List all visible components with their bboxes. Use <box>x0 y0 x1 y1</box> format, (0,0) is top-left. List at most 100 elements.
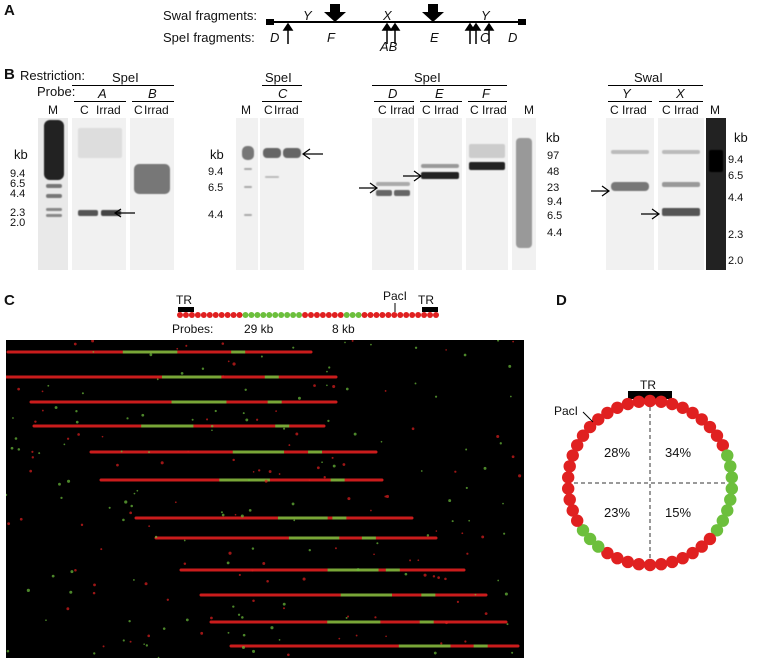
background-speck <box>185 618 189 622</box>
background-speck <box>445 621 448 625</box>
probe-d-line <box>374 101 414 102</box>
background-speck <box>466 552 469 555</box>
background-speck <box>180 371 184 375</box>
genome-dot <box>611 401 624 414</box>
swai-frag-y1: Y <box>303 8 312 23</box>
kb-label-1: kb <box>14 147 28 162</box>
lane-c-f: C <box>470 103 479 117</box>
background-speck <box>120 450 123 453</box>
group3-probe-f: F <box>482 86 490 101</box>
background-speck <box>291 502 295 506</box>
background-speck <box>93 652 96 655</box>
marker-def-3: 9.4 <box>547 196 563 208</box>
background-speck <box>461 532 464 535</box>
background-speck <box>451 520 454 523</box>
background-speck <box>251 569 254 572</box>
marker-swai-1: 6.5 <box>728 170 744 182</box>
genome-dot <box>665 555 679 569</box>
genome-dot <box>676 552 689 565</box>
background-speck <box>474 593 477 596</box>
genome-dot <box>621 397 635 411</box>
background-speck <box>463 353 467 357</box>
background-speck <box>92 591 96 595</box>
background-speck <box>38 452 41 455</box>
background-speck <box>91 340 95 343</box>
background-speck <box>456 600 460 603</box>
background-speck <box>287 653 290 657</box>
background-speck <box>6 649 10 653</box>
genome-dot <box>721 504 734 517</box>
background-speck <box>133 579 135 581</box>
background-speck <box>126 417 129 420</box>
marker-c-0: 9.4 <box>208 166 224 178</box>
group2-probe-c: C <box>278 86 288 101</box>
genome-dot <box>592 413 605 426</box>
background-speck <box>338 637 341 640</box>
background-speck <box>6 493 8 497</box>
background-speck <box>414 382 417 385</box>
dna-fiber-image <box>6 340 524 658</box>
genome-dot <box>725 471 739 484</box>
background-speck <box>66 479 71 483</box>
probe-f-line <box>468 101 507 102</box>
background-speck <box>326 370 328 373</box>
genome-dot <box>570 514 584 527</box>
blot-marker-4 <box>706 118 726 270</box>
lane-c-e: C <box>422 103 431 117</box>
background-speck <box>266 579 269 583</box>
background-speck <box>10 446 14 450</box>
background-speck <box>297 396 301 400</box>
probe-c-line <box>262 101 302 102</box>
background-speck <box>100 548 103 551</box>
background-speck <box>504 592 508 596</box>
lane-c-d: C <box>378 103 387 117</box>
probe-a-line <box>74 101 126 102</box>
background-speck <box>176 347 179 350</box>
quadrant-top-left: 28% <box>604 445 631 460</box>
genome-dot <box>686 546 699 560</box>
lane-irrad-e: Irrad <box>434 103 459 117</box>
background-speck <box>221 513 225 517</box>
probe-29kb: 29 kb <box>244 322 274 336</box>
background-speck <box>41 409 44 412</box>
background-speck <box>252 471 255 473</box>
background-speck <box>185 344 188 347</box>
background-speck <box>183 539 186 542</box>
background-speck <box>327 419 330 423</box>
probe-dot <box>379 312 386 318</box>
background-speck <box>145 644 148 647</box>
lane-c-x: C <box>662 103 671 117</box>
blot-marker-1 <box>38 118 68 270</box>
background-speck <box>503 532 506 535</box>
marker-def-2: 23 <box>547 182 560 194</box>
background-speck <box>252 599 255 602</box>
probe-dot <box>177 312 183 318</box>
lane-m-3: M <box>524 103 534 117</box>
probe-dot <box>349 312 356 318</box>
restriction-label: Restriction: <box>20 68 86 83</box>
background-speck <box>242 412 245 415</box>
background-speck <box>496 435 500 439</box>
background-speck <box>226 561 230 565</box>
background-speck <box>288 444 291 446</box>
background-speck <box>228 551 232 555</box>
background-speck <box>227 360 230 363</box>
kb-label-3: kb <box>546 130 560 145</box>
marker-left-1: 6.5 <box>10 178 26 190</box>
background-speck <box>292 346 295 349</box>
arrow-probe-d <box>359 182 379 194</box>
background-speck <box>251 547 255 550</box>
genome-dot <box>601 546 614 560</box>
background-speck <box>282 607 286 610</box>
probe-dot <box>236 312 243 318</box>
background-speck <box>465 448 468 451</box>
probe-dot <box>266 312 273 318</box>
probe-dot <box>343 312 350 318</box>
background-speck <box>130 504 133 508</box>
background-speck <box>162 627 166 630</box>
background-speck <box>454 470 457 473</box>
background-speck <box>411 427 415 431</box>
genome-dot <box>703 532 717 546</box>
arrow-probe-a <box>113 208 135 218</box>
probe-dot <box>200 312 207 318</box>
